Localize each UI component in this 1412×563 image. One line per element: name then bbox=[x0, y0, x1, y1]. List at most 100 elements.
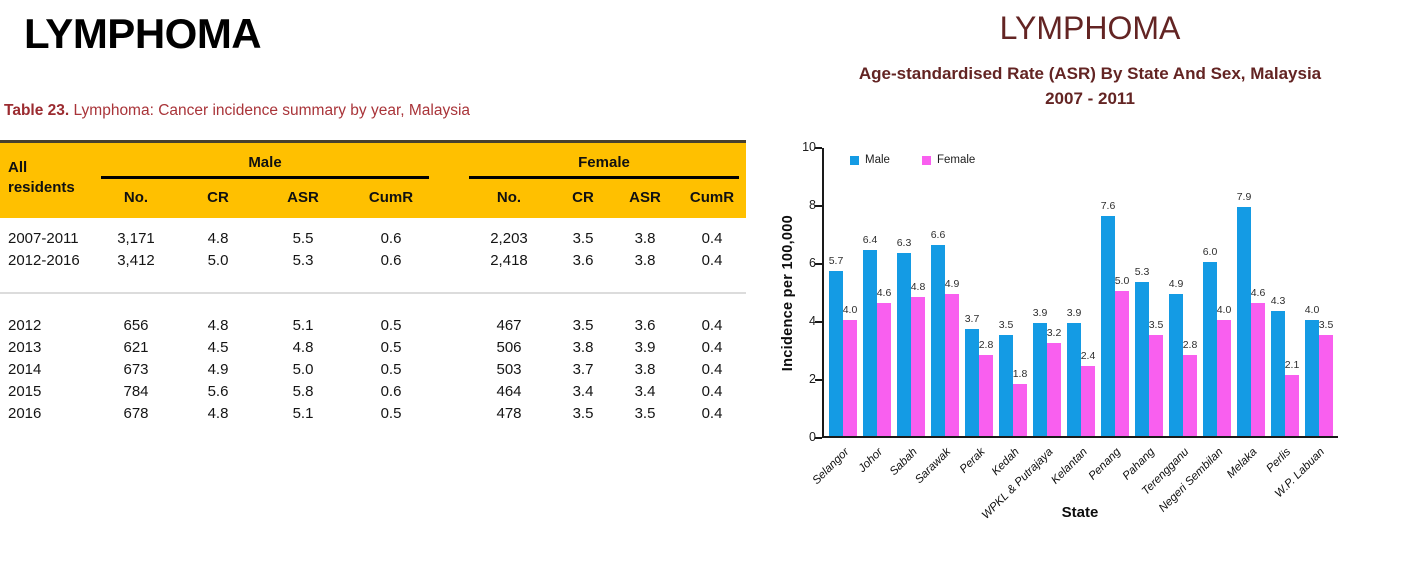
x-tick-label: Perlis bbox=[1264, 446, 1294, 475]
bar-group-penang: 7.6 5.0 Penang bbox=[1087, 148, 1130, 483]
y-tick-label: 8 bbox=[809, 198, 816, 212]
value-label: 4.6 bbox=[1250, 286, 1266, 299]
table-cell: 0.4 bbox=[701, 360, 723, 378]
bar-group-terengganu: 4.9 2.8 Terengganu bbox=[1140, 148, 1198, 498]
y-tick-label: 0 bbox=[809, 430, 816, 444]
y-tick-mark bbox=[815, 263, 822, 265]
column-header: No. bbox=[123, 189, 149, 206]
male-bar bbox=[897, 253, 911, 436]
table-cell: 464 bbox=[496, 382, 522, 400]
bar-group-w-p-labuan: 4.0 3.5 W.P. Labuan bbox=[1273, 148, 1334, 500]
value-label: 1.8 bbox=[1012, 367, 1028, 380]
table-cell: 0.4 bbox=[701, 338, 723, 356]
table-row: 2007-2011 3,171 4.8 5.5 0.6 2,203 3.5 3.8 0.4 bbox=[0, 227, 746, 249]
female-bar bbox=[945, 293, 959, 436]
chart-legend: Male Female bbox=[850, 154, 975, 166]
table-cell: 673 bbox=[123, 360, 149, 378]
y-tick-mark bbox=[815, 147, 822, 149]
table-cell: 3,171 bbox=[117, 229, 155, 247]
table-row: 2013 621 4.5 4.8 0.5 506 3.8 3.9 0.4 bbox=[0, 336, 746, 358]
legend-label: Female bbox=[936, 154, 976, 166]
table-cell: 678 bbox=[123, 404, 149, 422]
male-bar bbox=[965, 328, 979, 436]
value-label: 3.5 bbox=[1318, 318, 1334, 331]
value-label: 4.0 bbox=[1216, 304, 1232, 316]
table-row: 2012 656 4.8 5.1 0.5 467 3.5 3.6 0.4 bbox=[0, 314, 746, 336]
row-label: 2007-2011 bbox=[8, 229, 79, 247]
table-cell: 4.8 bbox=[207, 229, 229, 247]
table-cell: 0.5 bbox=[380, 404, 402, 422]
y-tick-label: 10 bbox=[802, 140, 816, 154]
table-year-rows: 2012 656 4.8 5.1 0.5 467 3.5 3.6 0.4 2013 621 4.5 4.… bbox=[0, 314, 746, 424]
table-cell: 3.5 bbox=[634, 404, 656, 422]
column-header: CumR bbox=[689, 189, 735, 206]
value-label: 7.6 bbox=[1100, 199, 1116, 212]
row-label: 2015 bbox=[8, 382, 42, 400]
male-bar bbox=[863, 250, 877, 436]
value-label: 3.7 bbox=[964, 312, 980, 325]
table-cell: 4.5 bbox=[207, 338, 229, 356]
table-cell: 3.8 bbox=[634, 251, 656, 269]
table-cell: 0.5 bbox=[380, 338, 402, 356]
table-cell: 5.0 bbox=[207, 251, 229, 269]
value-label: 4.8 bbox=[910, 280, 926, 293]
bar-group-melaka: 7.9 4.6 Melaka bbox=[1225, 148, 1266, 481]
chart-title: LYMPHOMA bbox=[999, 10, 1181, 46]
bar-group-negeri-sembilan: 6.0 4.0 Negeri Sembilan bbox=[1157, 148, 1232, 515]
female-bar bbox=[911, 296, 925, 436]
table-cell: 0.6 bbox=[380, 382, 402, 400]
value-label: 2.1 bbox=[1284, 359, 1300, 372]
table-cell: 5.1 bbox=[292, 316, 314, 334]
table-cell: 2,418 bbox=[490, 251, 528, 269]
column-header: CR bbox=[572, 189, 594, 206]
y-tick-label: 4 bbox=[809, 314, 816, 328]
table-cell: 4.8 bbox=[207, 404, 229, 422]
value-label: 4.0 bbox=[842, 304, 858, 316]
chart-subtitle-line1: Age-standardised Rate (ASR) By State And… bbox=[858, 64, 1322, 83]
column-group-male: Male bbox=[101, 152, 429, 179]
table-cell: 3.4 bbox=[572, 382, 594, 400]
value-label: 5.7 bbox=[828, 254, 844, 267]
chart-subtitle-line2: 2007 - 2011 bbox=[1045, 88, 1135, 108]
x-tick-label: Sabah bbox=[887, 446, 920, 479]
table-cell: 3.9 bbox=[634, 338, 656, 356]
value-label: 4.0 bbox=[1304, 304, 1320, 316]
x-axis-title: State bbox=[1061, 504, 1099, 521]
x-tick-label: Kedah bbox=[989, 446, 1022, 479]
table-period-rows: 2007-2011 3,171 4.8 5.5 0.6 2,203 3.5 3.8 0.4 201… bbox=[0, 227, 746, 271]
male-bar bbox=[1305, 320, 1319, 436]
table-cell: 5.0 bbox=[292, 360, 314, 378]
table-cell: 3.6 bbox=[572, 251, 594, 269]
table-cell: 0.4 bbox=[701, 229, 723, 247]
table-cell: 0.4 bbox=[701, 316, 723, 334]
value-label: 2.8 bbox=[1182, 338, 1198, 351]
female-bar bbox=[1319, 334, 1333, 436]
column-header: ASR bbox=[629, 189, 661, 206]
female-bar bbox=[843, 320, 857, 436]
table-cell: 5.1 bbox=[292, 404, 314, 422]
table-cell: 784 bbox=[123, 382, 149, 400]
bar-chart-plot: Male Female 0 2 4 6 8 10 5.7 4.0 Selangor 6.4 4.6 Jo… bbox=[802, 140, 1338, 522]
y-tick-mark bbox=[815, 321, 822, 323]
incidence-table: All residents Male Female No. CR ASR CumR No… bbox=[0, 140, 746, 424]
table-row: 2012-2016 3,412 5.0 5.3 0.6 2,418 3.6 3.8 0.4 bbox=[0, 249, 746, 271]
x-tick-label: Perak bbox=[957, 446, 988, 476]
table-cell: 5.3 bbox=[292, 251, 314, 269]
table-cell: 0.4 bbox=[701, 382, 723, 400]
column-header: CumR bbox=[368, 189, 414, 206]
legend-item-male: Male bbox=[850, 154, 890, 166]
x-tick-label: Johor bbox=[856, 446, 886, 475]
y-tick-mark bbox=[815, 379, 822, 381]
bar-group-wpkl-putrajaya: 3.9 3.2 WPKL & Putrajaya bbox=[980, 148, 1062, 522]
female-bar bbox=[1013, 383, 1027, 436]
table-cell: 0.6 bbox=[380, 229, 402, 247]
table-row: 2015 784 5.6 5.8 0.6 464 3.4 3.4 0.4 bbox=[0, 380, 746, 402]
table-cell: 467 bbox=[496, 316, 522, 334]
female-bar bbox=[1285, 375, 1299, 436]
legend-label: Male bbox=[865, 154, 890, 166]
table-header: All residents Male Female No. CR ASR CumR No… bbox=[0, 140, 746, 218]
male-bar bbox=[829, 270, 843, 436]
table-cell: 5.8 bbox=[292, 382, 314, 400]
table-cell: 5.5 bbox=[292, 229, 314, 247]
